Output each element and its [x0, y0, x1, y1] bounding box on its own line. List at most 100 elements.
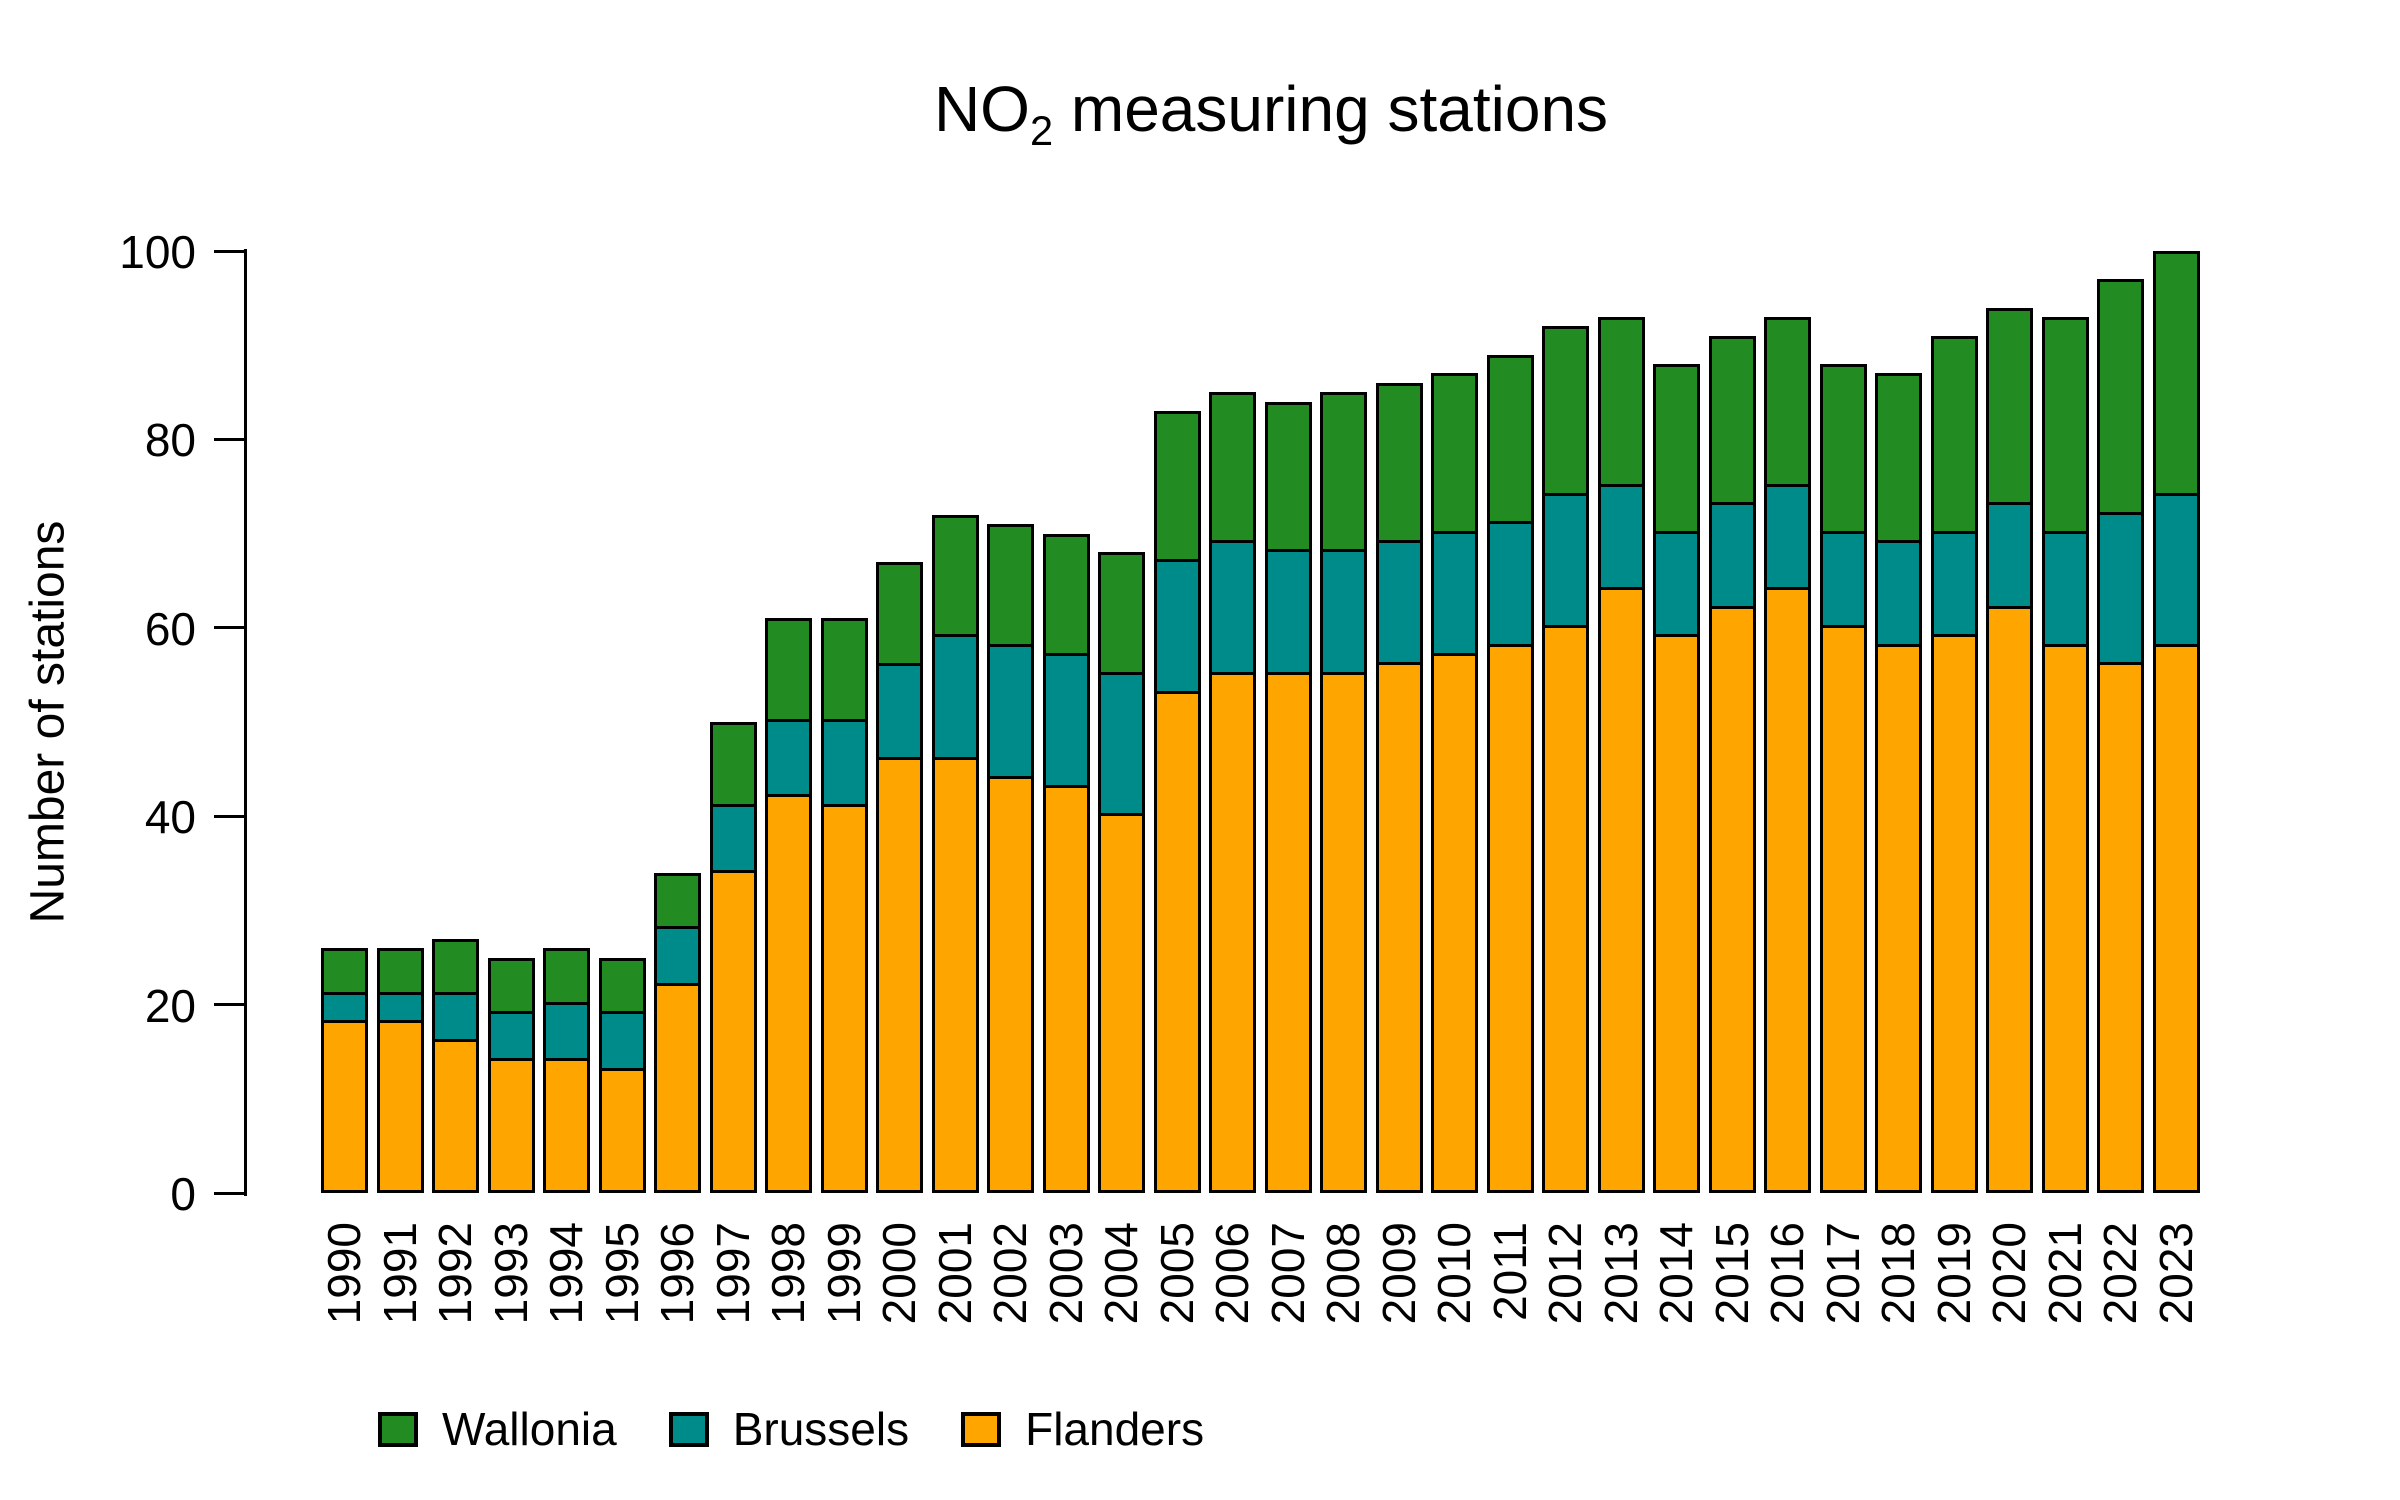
- x-tick-label-2010: 2010: [1428, 1222, 1480, 1325]
- x-tick-label-2003: 2003: [1039, 1222, 1092, 1325]
- bar-segment-wallonia-1997: [709, 722, 757, 807]
- bar-2011: [1486, 354, 1534, 1193]
- bar-segment-flanders-2008: [1320, 671, 1367, 1193]
- x-tick-label-1996: 1996: [651, 1222, 703, 1325]
- bar-2001: [931, 514, 979, 1193]
- bar-segment-brussels-1994: [543, 1001, 590, 1062]
- bar-segment-flanders-1993: [487, 1058, 535, 1193]
- bar-segment-wallonia-2004: [1098, 552, 1145, 675]
- bar-segment-flanders-1996: [654, 982, 701, 1193]
- bar-segment-wallonia-2010: [1431, 373, 1478, 534]
- bar-segment-brussels-2019: [1930, 530, 1978, 638]
- x-tick-label-2012: 2012: [1539, 1222, 1591, 1325]
- bar-segment-wallonia-2011: [1486, 354, 1534, 525]
- x-tick-label-2023: 2023: [2149, 1222, 2202, 1325]
- bar-2021: [2041, 316, 2089, 1193]
- x-tick-label-2002: 2002: [984, 1222, 1036, 1325]
- bar-2019: [1930, 335, 1978, 1193]
- bar-segment-wallonia-2006: [1209, 392, 1256, 544]
- bar-segment-brussels-2013: [1597, 483, 1645, 591]
- bar-2020: [1986, 307, 2033, 1193]
- x-tick-label-2018: 2018: [1872, 1222, 1924, 1325]
- bar-2003: [1042, 533, 1090, 1193]
- bar-segment-flanders-2022: [2097, 662, 2144, 1193]
- y-axis-line: [244, 249, 247, 1196]
- x-tick-label-2009: 2009: [1372, 1222, 1425, 1325]
- x-tick-label-cell-2023: 2023: [2149, 1222, 2202, 1372]
- chart-title-subscript: 2: [1029, 106, 1054, 154]
- x-tick-label-1991: 1991: [373, 1222, 426, 1325]
- x-tick-label-cell-2000: 2000: [873, 1222, 925, 1372]
- x-tick-label-cell-1991: 1991: [373, 1222, 426, 1372]
- y-tick-mark-60: [214, 626, 244, 630]
- x-tick-label-1997: 1997: [706, 1222, 759, 1325]
- x-tick-label-2016: 2016: [1761, 1222, 1813, 1325]
- legend-label-wallonia: Wallonia: [442, 1403, 617, 1455]
- x-tick-label-cell-2012: 2012: [1539, 1222, 1591, 1372]
- x-tick-label-1993: 1993: [484, 1222, 537, 1325]
- bar-segment-brussels-1992: [432, 992, 479, 1043]
- bar-2000: [876, 561, 923, 1193]
- bar-segment-brussels-2005: [1153, 558, 1201, 694]
- x-tick-label-cell-2017: 2017: [1817, 1222, 1869, 1372]
- bar-1994: [543, 948, 590, 1193]
- x-tick-label-cell-2011: 2011: [1484, 1222, 1536, 1372]
- bar-segment-brussels-2010: [1431, 530, 1478, 657]
- bar-segment-wallonia-1999: [820, 618, 868, 723]
- bar-segment-flanders-1995: [598, 1067, 646, 1193]
- legend-item-brussels: Brussels: [668, 1402, 909, 1456]
- bar-segment-wallonia-2022: [2097, 279, 2144, 515]
- bar-segment-wallonia-2020: [1986, 307, 2033, 506]
- x-tick-label-cell-2006: 2006: [1206, 1222, 1258, 1372]
- x-tick-label-1998: 1998: [762, 1222, 814, 1325]
- bar-segment-wallonia-2009: [1375, 382, 1423, 544]
- bar-segment-wallonia-2003: [1042, 533, 1090, 657]
- bar-segment-brussels-2011: [1486, 521, 1534, 647]
- chart-title-suffix: measuring stations: [1053, 73, 1609, 145]
- bar-segment-brussels-2002: [987, 643, 1034, 779]
- bar-segment-brussels-1998: [765, 719, 812, 798]
- bar-segment-wallonia-1992: [432, 938, 479, 996]
- bar-segment-brussels-1996: [654, 926, 701, 986]
- bar-segment-brussels-2020: [1986, 502, 2033, 609]
- bar-segment-brussels-2014: [1653, 530, 1700, 638]
- bar-segment-brussels-1990: [321, 992, 368, 1024]
- flanders-swatch-icon: [961, 1411, 1002, 1447]
- x-tick-label-1990: 1990: [318, 1222, 370, 1325]
- bar-2008: [1320, 392, 1367, 1193]
- bar-segment-flanders-1998: [765, 794, 812, 1193]
- x-tick-label-2015: 2015: [1705, 1222, 1758, 1325]
- bar-segment-brussels-2008: [1320, 549, 1367, 675]
- x-tick-label-2020: 2020: [1983, 1222, 2035, 1325]
- bar-segment-brussels-2007: [1264, 549, 1312, 675]
- bar-segment-wallonia-1993: [487, 957, 535, 1015]
- bar-segment-wallonia-1991: [376, 948, 424, 996]
- bar-segment-flanders-2023: [2152, 643, 2200, 1193]
- x-tick-label-2001: 2001: [928, 1222, 981, 1325]
- x-tick-label-cell-1995: 1995: [596, 1222, 648, 1372]
- x-tick-label-cell-1992: 1992: [429, 1222, 481, 1372]
- bar-2004: [1098, 552, 1145, 1193]
- bar-segment-flanders-2003: [1042, 784, 1090, 1193]
- bar-segment-wallonia-2000: [876, 561, 923, 666]
- bar-segment-wallonia-2023: [2152, 251, 2200, 496]
- bar-1993: [487, 957, 535, 1193]
- x-tick-label-1994: 1994: [540, 1222, 592, 1325]
- bar-segment-brussels-2016: [1764, 483, 1811, 591]
- x-tick-label-cell-2018: 2018: [1872, 1222, 1924, 1372]
- bar-2009: [1375, 382, 1423, 1193]
- bar-2005: [1153, 411, 1201, 1193]
- bar-segment-flanders-2005: [1153, 690, 1201, 1193]
- bar-segment-brussels-2004: [1098, 671, 1145, 817]
- x-tick-label-cell-2008: 2008: [1317, 1222, 1369, 1372]
- x-tick-label-cell-2003: 2003: [1039, 1222, 1092, 1372]
- x-tick-label-2006: 2006: [1206, 1222, 1258, 1325]
- bar-segment-brussels-2012: [1542, 492, 1589, 628]
- bar-segment-wallonia-2001: [931, 514, 979, 638]
- x-tick-label-cell-2007: 2007: [1262, 1222, 1314, 1372]
- bar-segment-wallonia-2002: [987, 524, 1034, 647]
- x-tick-label-cell-2014: 2014: [1650, 1222, 1702, 1372]
- x-axis-labels: 1990 1991 1992 1993 1994 1995 1996 1997 1998 1999…: [318, 1222, 2202, 1372]
- bar-segment-flanders-2009: [1375, 662, 1423, 1193]
- bar-segment-flanders-2015: [1708, 605, 1756, 1193]
